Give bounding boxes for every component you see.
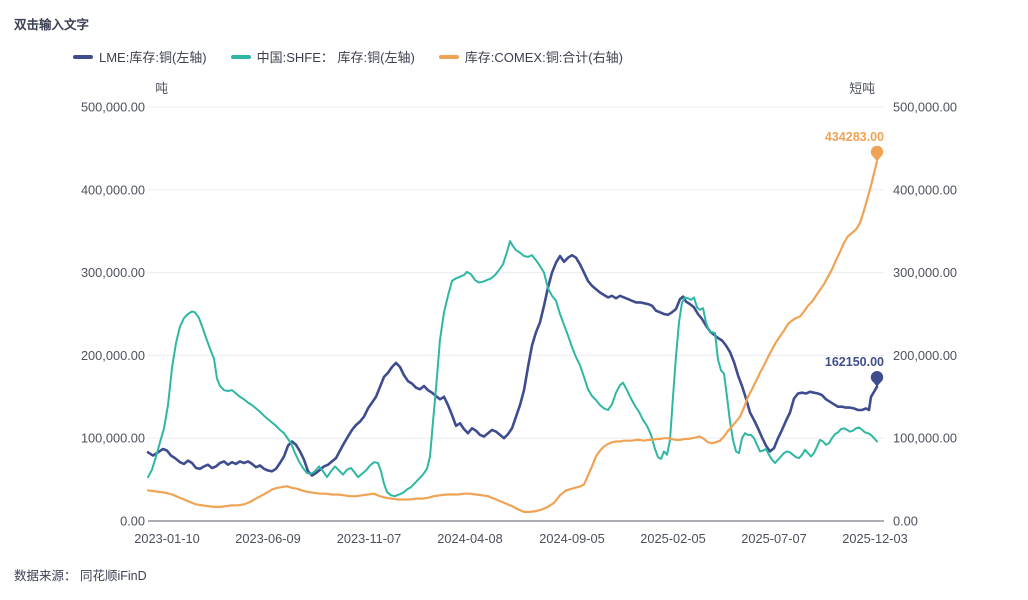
legend-item-shfe[interactable]: 中国:SHFE： 库存:铜(左轴) [230,47,415,66]
y-axis-label-right: 300,000.00 [893,265,957,280]
y-axis-label-right: 100,000.00 [893,431,957,446]
series-line-shfe[interactable] [147,240,878,498]
end-marker-pin [870,371,884,384]
x-axis-label: 2023-11-07 [337,531,402,546]
right-axis-unit: 短吨 [849,81,875,96]
legend: LME:库存:铜(左轴) 中国:SHFE： 库存:铜(左轴) 库存:COMEX:… [73,47,623,66]
x-axis-label: 2025-02-05 [640,531,705,546]
y-axis-label-left: 300,000.00 [81,265,145,280]
y-axis-label-right: 500,000.00 [893,100,957,115]
x-axis-label: 2023-01-10 [134,531,199,546]
series-line-lme[interactable] [146,253,879,477]
end-value-label: 434283.00 [825,130,884,144]
x-axis-label: 2023-06-09 [235,531,300,546]
shfe-line-swatch-icon [230,54,251,59]
legend-item-comex[interactable]: 库存:COMEX:铜:合计(右轴) [438,47,623,66]
x-axis-label: 2024-04-08 [437,531,502,546]
data-source-note: 数据来源： 同花顺iFinD [14,569,147,583]
series-line-comex[interactable] [146,160,879,513]
end-value-label: 162150.00 [825,355,884,369]
y-axis-label-right: 200,000.00 [893,348,957,363]
legend-label-comex: 库存:COMEX:铜:合计(右轴) [464,50,623,65]
left-axis-unit: 吨 [155,81,168,96]
x-axis-label: 2025-07-07 [741,531,806,546]
legend-item-lme[interactable]: LME:库存:铜(左轴) [73,47,207,66]
lme-line-swatch-icon [73,54,93,59]
end-marker-pin [870,145,884,159]
chart-title[interactable]: 双击输入文字 [14,18,90,32]
legend-label-lme: LME:库存:铜(左轴) [99,50,207,65]
y-axis-label-left: 0.00 [120,514,145,529]
legend-label-shfe: 中国:SHFE： 库存:铜(左轴) [256,50,415,65]
y-axis-label-left: 200,000.00 [81,348,145,363]
y-axis-label-right: 400,000.00 [893,182,957,197]
y-axis-label-left: 500,000.00 [81,100,145,115]
comex-line-swatch-icon [438,54,459,59]
y-axis-label-left: 100,000.00 [81,431,145,446]
y-axis-label-right: 0.00 [893,514,918,529]
x-axis-label: 2025-12-03 [842,531,907,546]
y-axis-label-left: 400,000.00 [81,182,145,197]
x-axis-label: 2024-09-05 [539,531,604,546]
